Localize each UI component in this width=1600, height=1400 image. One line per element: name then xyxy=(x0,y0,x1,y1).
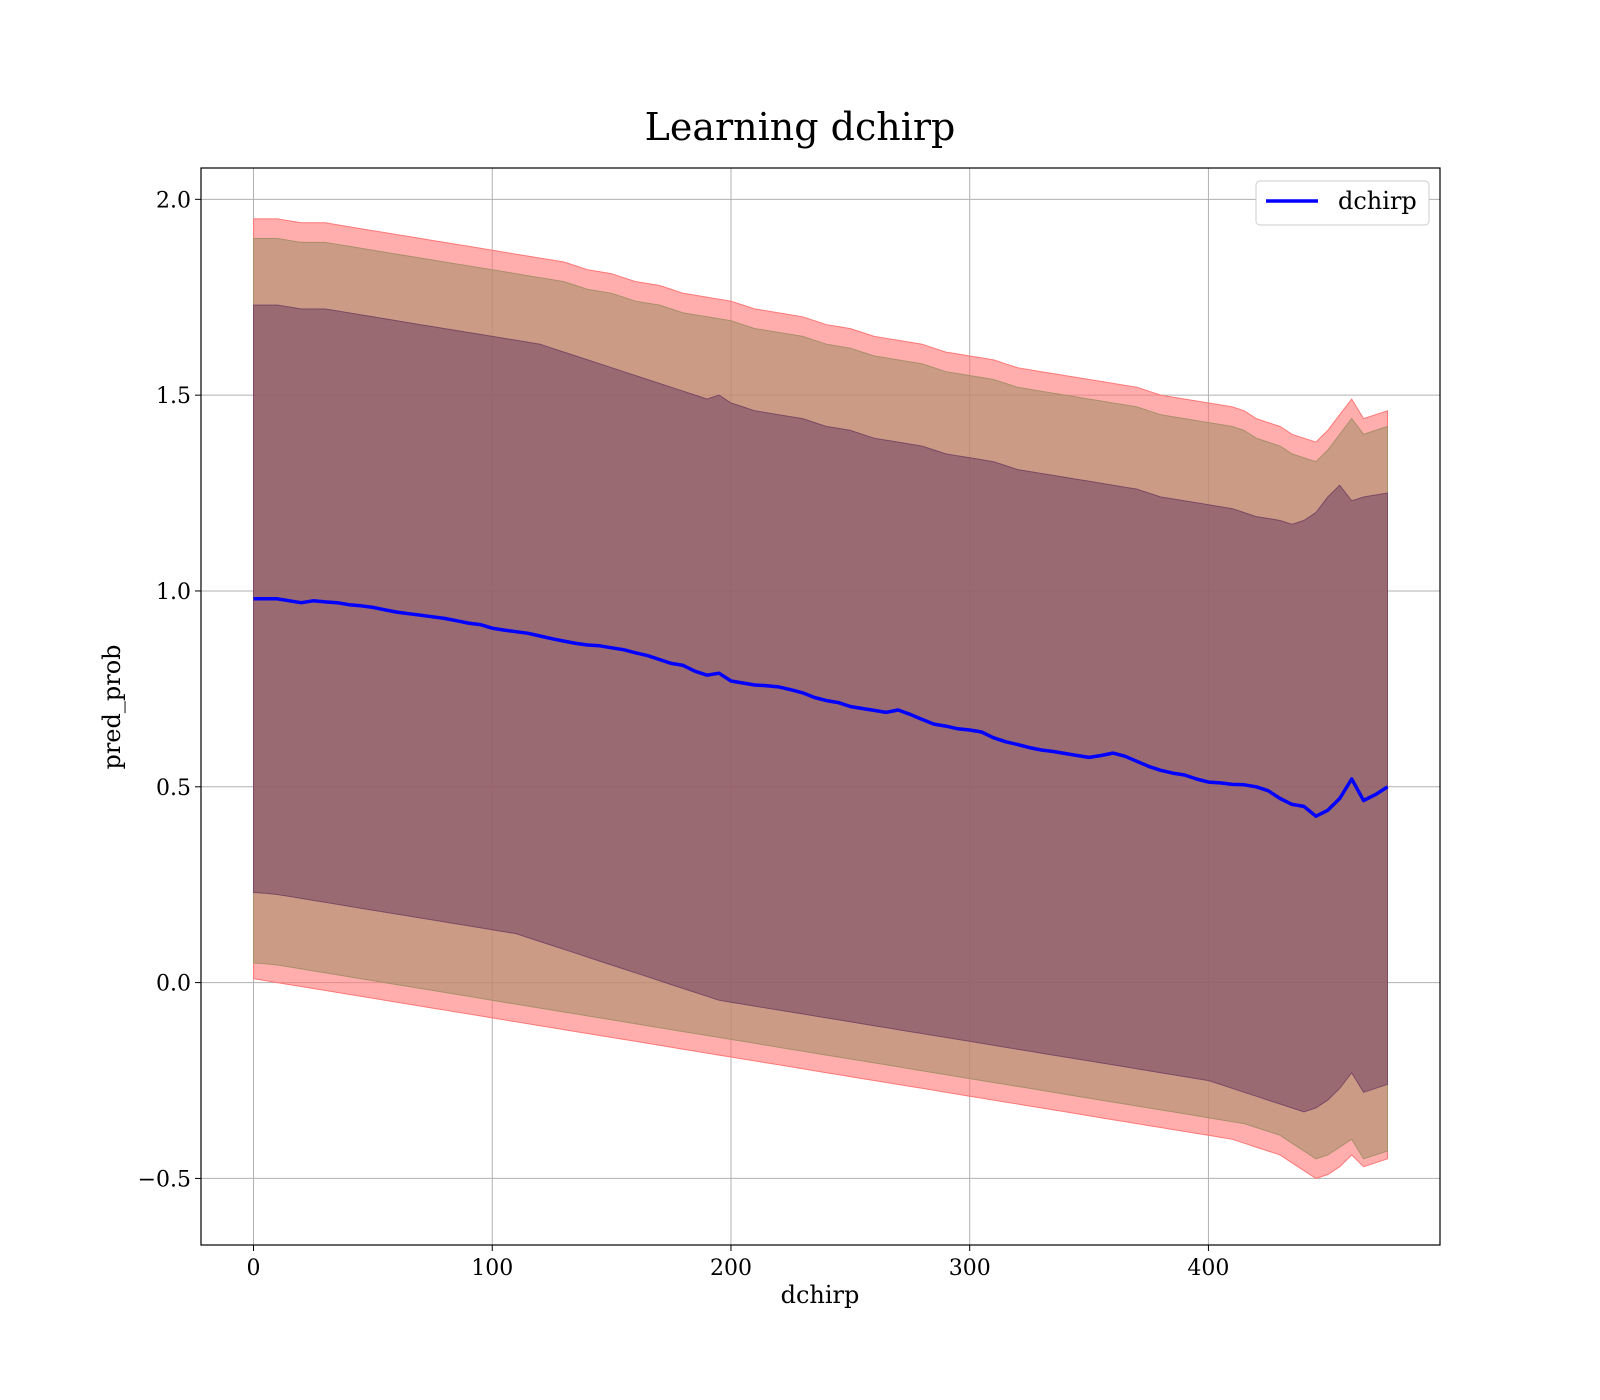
y-tick-label: 1.5 xyxy=(156,384,191,409)
series-line xyxy=(253,597,1389,818)
confidence-band xyxy=(253,304,1388,1113)
x-axis-label: dchirp xyxy=(781,1281,860,1309)
y-tick-label: 0.5 xyxy=(156,776,191,801)
x-tick-label: 0 xyxy=(247,1256,261,1281)
chart-title: Learning dchirp xyxy=(645,105,956,149)
y-tick-label: −0.5 xyxy=(138,1167,191,1192)
y-tick-label: 2.0 xyxy=(156,188,191,213)
x-tick-label: 300 xyxy=(949,1256,991,1281)
plot-area-frame xyxy=(200,167,1441,1246)
y-axis-label: pred_prob xyxy=(98,644,126,769)
x-tick-label: 200 xyxy=(710,1256,752,1281)
legend: dchirp xyxy=(1255,180,1430,226)
y-tick-label: 0.0 xyxy=(156,972,191,997)
y-tick-label: 1.0 xyxy=(156,580,191,605)
x-axis-ticks: 0 100 200 300 400 xyxy=(247,1245,1229,1281)
x-tick-label: 100 xyxy=(471,1256,513,1281)
x-tick-label: 400 xyxy=(1187,1256,1229,1281)
y-axis-ticks: −0.5 0.0 0.5 1.0 1.5 2.0 xyxy=(138,188,201,1192)
legend-box xyxy=(1255,180,1430,226)
legend-label: dchirp xyxy=(1338,187,1417,215)
series-lines xyxy=(253,597,1389,818)
